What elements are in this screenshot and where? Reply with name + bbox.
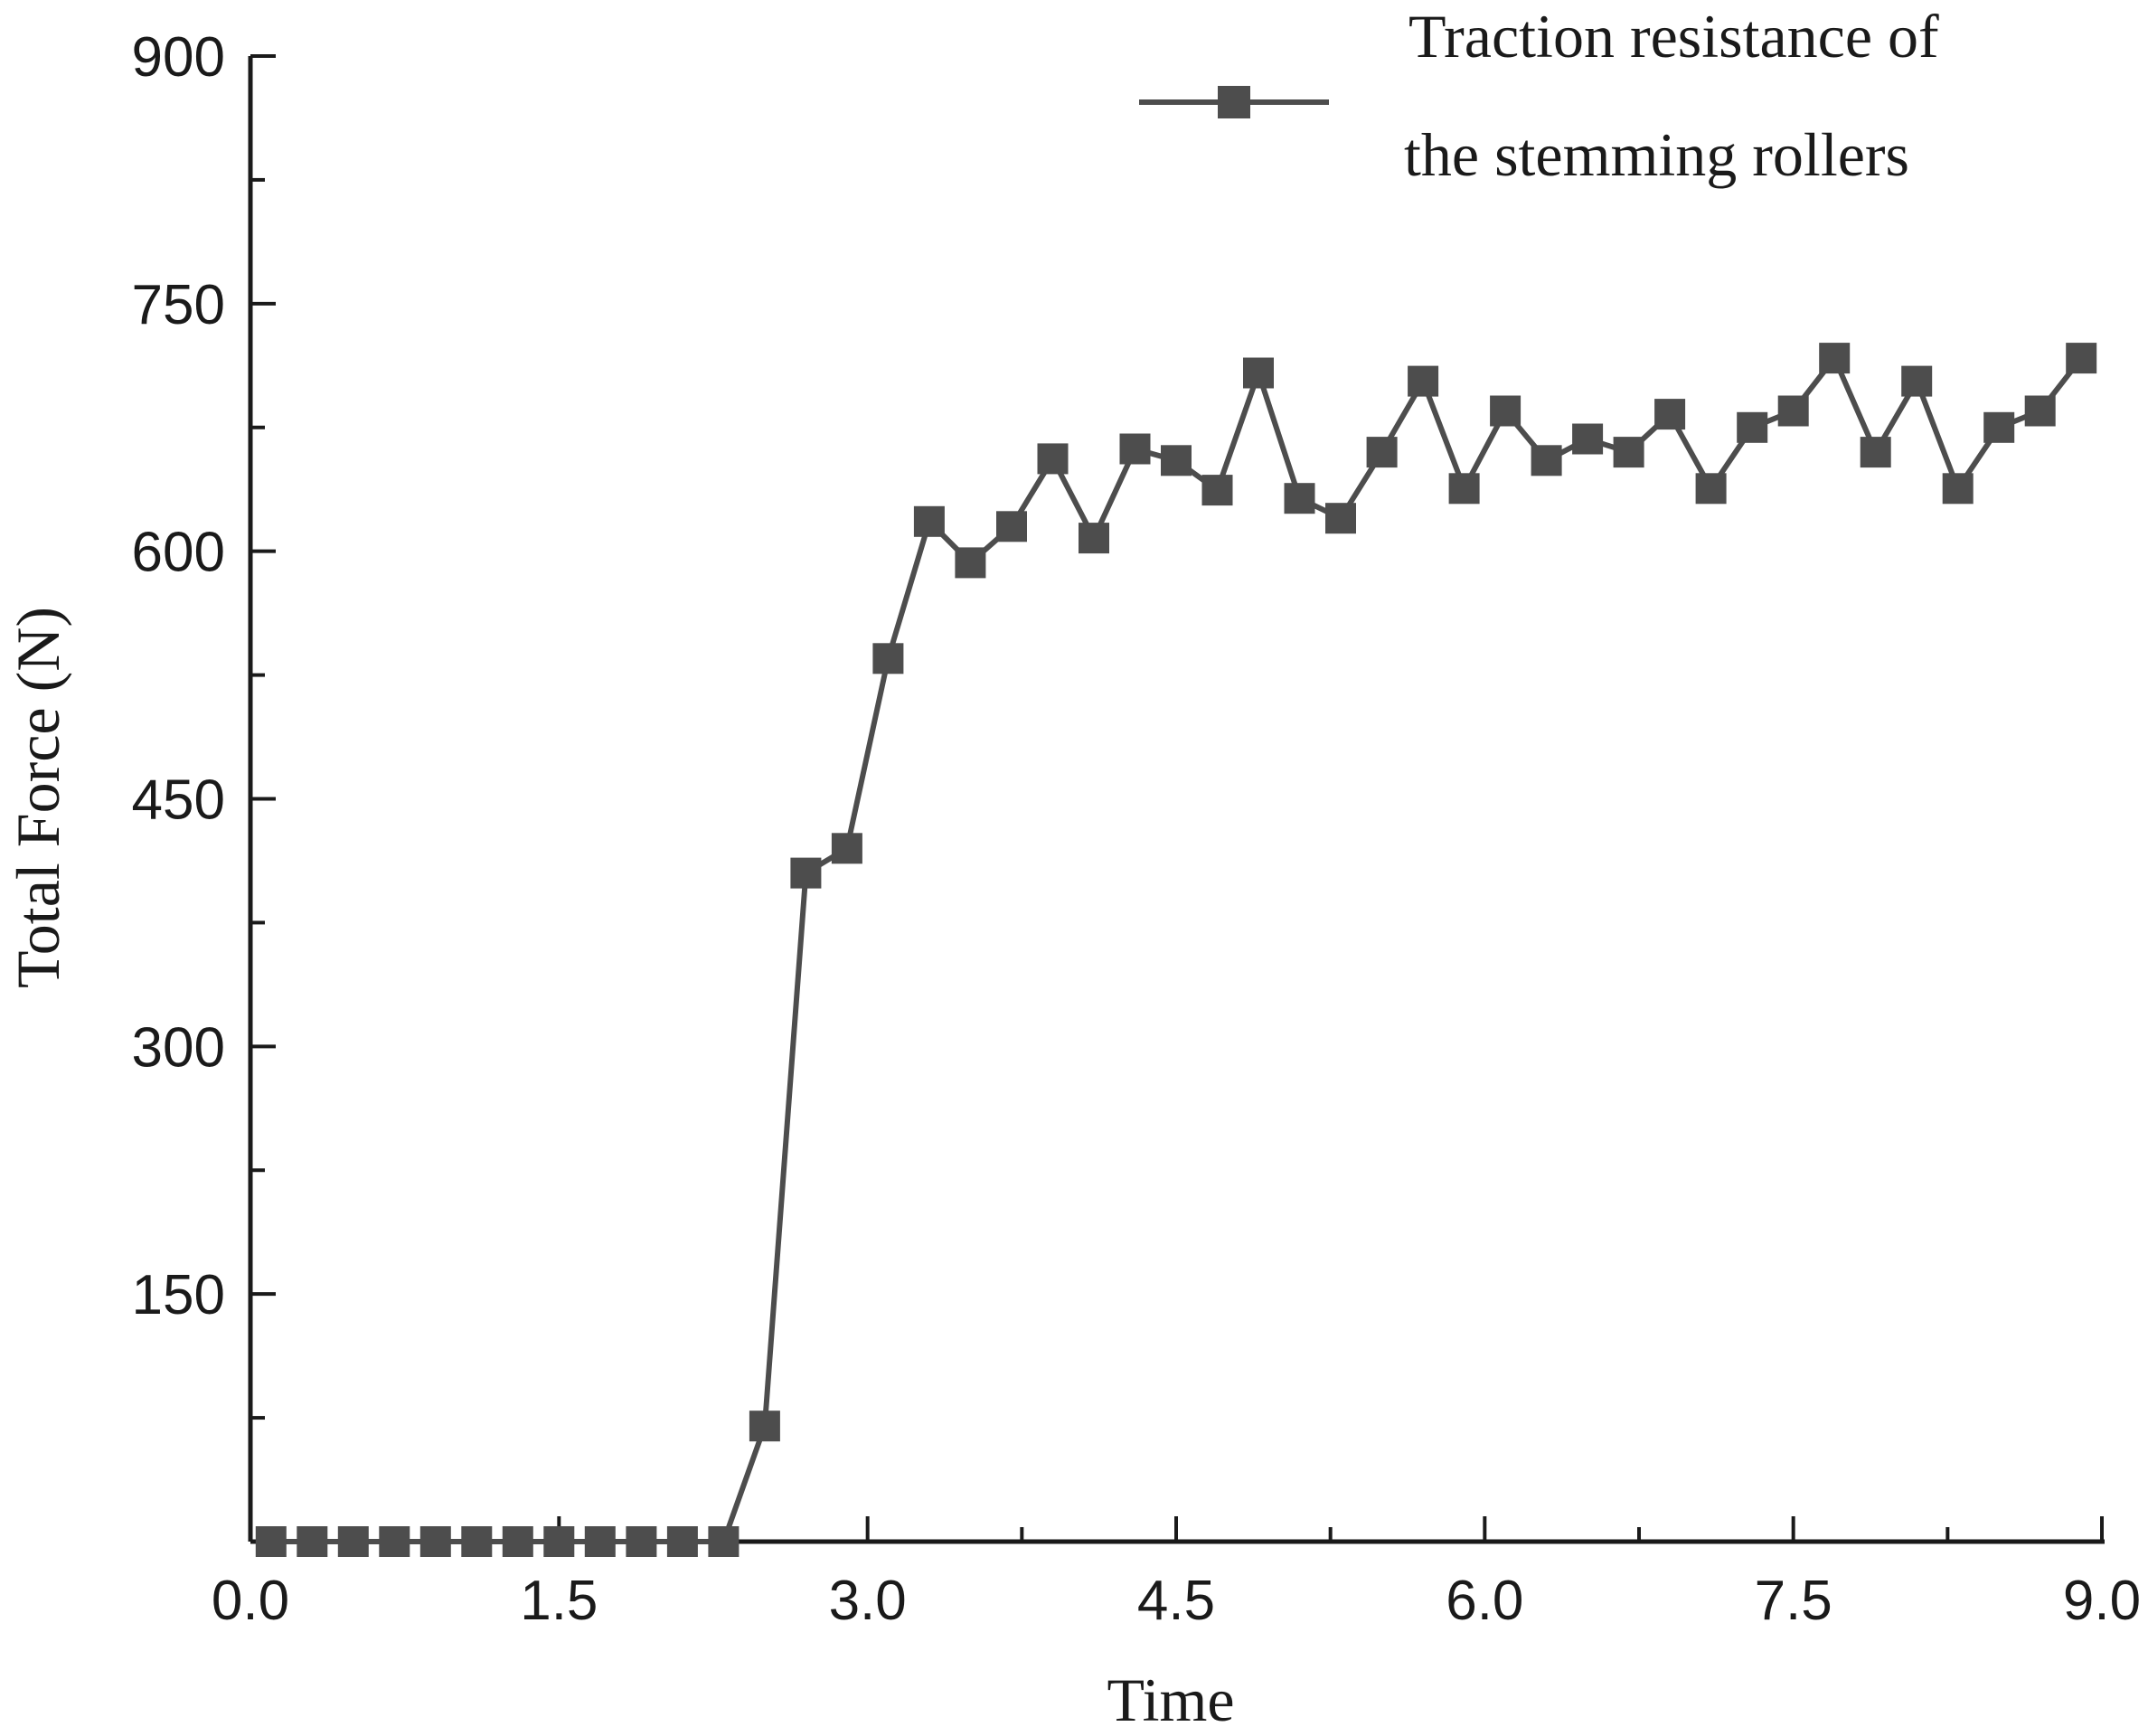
data-point-marker bbox=[1161, 445, 1192, 476]
data-point-marker bbox=[626, 1526, 657, 1557]
y-tick-label: 900 bbox=[132, 26, 225, 89]
x-tick-label: 3.0 bbox=[829, 1570, 907, 1632]
data-point-marker bbox=[1284, 483, 1315, 514]
legend-square-marker bbox=[1218, 86, 1250, 118]
y-tick-label: 450 bbox=[132, 769, 225, 832]
data-point-marker bbox=[419, 1526, 451, 1557]
data-point-marker bbox=[1243, 357, 1274, 389]
data-point-marker bbox=[1983, 411, 2015, 443]
data-point-marker bbox=[1860, 437, 1891, 468]
data-point-marker bbox=[543, 1526, 575, 1557]
x-tick-label: 4.5 bbox=[1137, 1570, 1215, 1632]
data-point-marker bbox=[255, 1526, 287, 1557]
data-point-marker bbox=[955, 547, 986, 579]
y-tick-label: 750 bbox=[132, 274, 225, 336]
x-tick-label: 6.0 bbox=[1446, 1570, 1523, 1632]
y-tick-label: 300 bbox=[132, 1016, 225, 1079]
data-point-marker bbox=[831, 833, 862, 864]
data-point-marker bbox=[1613, 437, 1644, 468]
y-tick-label: 150 bbox=[132, 1264, 225, 1326]
data-point-marker bbox=[1325, 503, 1356, 534]
plot-marks: 0.0 1.5 3.0 4.5 6.0 7.5 9.0 150 300 450 600 750 900 bbox=[132, 26, 2142, 1632]
y-tick-label: 600 bbox=[132, 522, 225, 584]
data-point-marker bbox=[2066, 343, 2097, 374]
data-point-marker bbox=[1366, 437, 1398, 468]
data-point-marker bbox=[502, 1526, 533, 1557]
data-point-marker bbox=[2024, 395, 2056, 427]
legend-label-line-2: the stemming rollers bbox=[1404, 120, 1909, 189]
data-point-marker bbox=[666, 1526, 698, 1557]
data-point-marker bbox=[1201, 475, 1233, 506]
data-point-marker bbox=[1695, 473, 1727, 505]
legend-label-line-1: Traction resistance of bbox=[1408, 2, 1939, 71]
x-tick-label: 0.0 bbox=[212, 1570, 289, 1632]
data-point-marker bbox=[1777, 395, 1809, 427]
data-point-marker bbox=[461, 1526, 493, 1557]
data-point-marker bbox=[1737, 411, 1768, 443]
data-point-marker bbox=[1037, 443, 1069, 475]
data-point-marker bbox=[1119, 433, 1151, 465]
data-point-marker bbox=[790, 857, 822, 889]
data-point-marker bbox=[297, 1526, 328, 1557]
data-point-marker bbox=[913, 505, 945, 537]
data-point-marker bbox=[584, 1526, 616, 1557]
data-point-marker bbox=[1572, 423, 1604, 455]
data-point-marker bbox=[1490, 395, 1522, 427]
x-tick-label: 7.5 bbox=[1755, 1570, 1832, 1632]
x-tick-label: 1.5 bbox=[520, 1570, 598, 1632]
data-point-marker bbox=[708, 1526, 740, 1557]
data-point-marker bbox=[1942, 473, 1974, 505]
data-point-marker bbox=[1531, 445, 1562, 476]
data-point-marker bbox=[996, 511, 1027, 542]
data-point-marker bbox=[749, 1410, 780, 1442]
x-axis-title: Time bbox=[1107, 1665, 1234, 1734]
data-point-marker bbox=[1408, 365, 1439, 397]
data-point-marker bbox=[1079, 523, 1109, 554]
data-point-marker bbox=[1654, 399, 1686, 430]
data-point-marker bbox=[1819, 343, 1851, 374]
data-point-marker bbox=[379, 1526, 410, 1557]
data-point-marker bbox=[872, 643, 904, 675]
x-tick-label: 9.0 bbox=[2063, 1570, 2141, 1632]
data-point-marker bbox=[337, 1526, 369, 1557]
series-line bbox=[270, 355, 2084, 1544]
data-point-marker bbox=[1901, 365, 1933, 397]
data-point-marker bbox=[1448, 473, 1480, 505]
legend: Traction resistance of the stemming roll… bbox=[1139, 2, 1939, 189]
y-axis-title: Total Force (N) bbox=[4, 607, 72, 988]
